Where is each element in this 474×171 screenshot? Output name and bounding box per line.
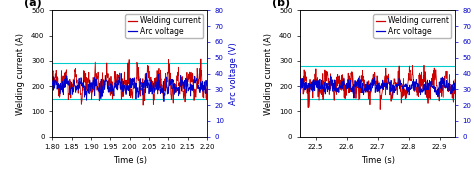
Legend: Welding current, Arc voltage: Welding current, Arc voltage — [374, 14, 451, 38]
X-axis label: Time (s): Time (s) — [361, 156, 394, 165]
Text: (b): (b) — [272, 0, 290, 8]
Y-axis label: Welding current (A): Welding current (A) — [17, 32, 26, 115]
Text: (a): (a) — [24, 0, 42, 8]
Y-axis label: Welding current (A): Welding current (A) — [264, 32, 273, 115]
X-axis label: Time (s): Time (s) — [113, 156, 146, 165]
Y-axis label: Arc voltage (V): Arc voltage (V) — [229, 42, 238, 105]
Legend: Welding current, Arc voltage: Welding current, Arc voltage — [126, 14, 203, 38]
